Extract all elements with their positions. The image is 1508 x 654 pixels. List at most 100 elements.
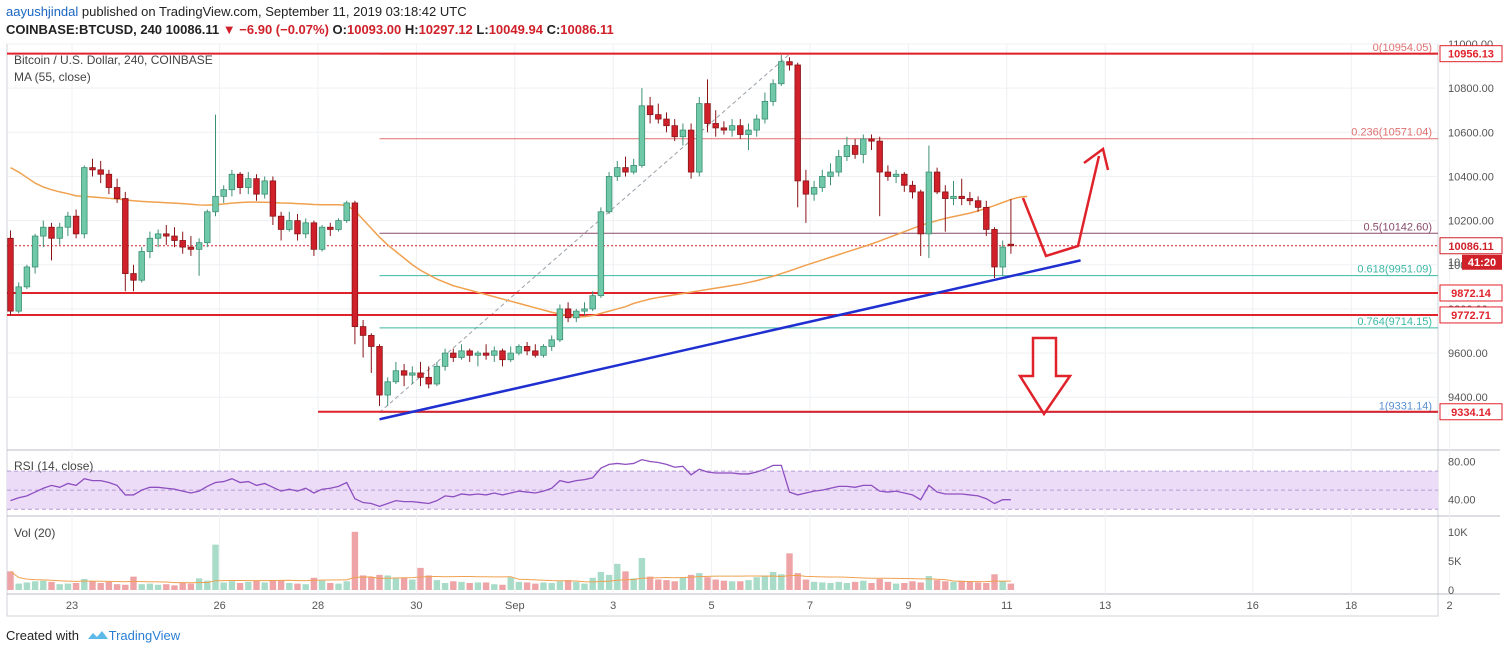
candle-body [376,346,383,396]
high-value: 10297.12 [418,22,473,37]
volume-bar [507,577,514,590]
candle-body [491,350,498,356]
down-arrow-icon [1017,336,1073,417]
level-price-tag: 9872.14 [1451,288,1492,300]
created-with-text: Created with [6,628,79,643]
volume-bar [966,581,974,590]
time-tick-label: 11 [1001,600,1012,612]
candle-body [671,125,678,138]
candle-body [48,226,55,239]
candle-body [851,145,859,155]
level-price-tag: 9772.71 [1451,310,1491,322]
candle-body [942,191,949,199]
volume-bar [23,582,31,590]
candle-body [819,176,826,188]
level-tag-border [1439,403,1503,421]
close-label: C: [546,22,561,37]
candle-body [605,176,613,213]
volume-bar [802,579,810,590]
last-price-tag: 10086.11 [1448,241,1493,253]
symbol-name: COINBASE:BTCUSD, 240 [6,22,163,37]
volume-bar [97,583,104,590]
support-trendline [379,259,1081,421]
candle-body [441,352,449,367]
countdown-box [1462,254,1502,270]
volume-tick-label: 10K [1448,527,1468,539]
candle-body [179,240,186,248]
volume-bar [351,531,359,590]
time-tick-label: 5 [709,600,715,612]
candle-body [400,370,408,376]
tradingview-link[interactable]: TradingView [108,628,181,643]
volume-bar [794,573,801,590]
volume-bar [614,563,621,590]
price-tick-label: 9400.00 [1448,392,1488,404]
volume-bar [532,583,539,590]
forecast-arrow-head-icon [1083,146,1110,171]
time-tick-label: 3 [610,600,616,612]
volume-bar [925,576,933,590]
fib-level-label: 1(9331.14) [1379,400,1432,412]
time-tick-label: 18 [1345,600,1357,612]
candle-body [950,195,957,199]
candle-body [548,339,555,347]
candle-body [991,229,998,268]
volume-bar [942,581,949,590]
volume-bar [441,583,449,590]
candle-body [81,167,88,235]
candle-body [884,171,892,177]
volume-bar [769,571,777,590]
volume-bar [835,581,842,590]
candle-body [540,346,547,356]
candle-body [97,169,104,175]
volume-bar [286,583,293,590]
candle-body [269,180,277,217]
candle-body [507,352,514,361]
candle-body [909,184,916,193]
volume-bar [786,553,793,590]
volume-bar [605,574,613,590]
candle-body [925,171,933,235]
candle-body [450,352,457,358]
volume-bar [187,583,195,590]
volume-title: Vol (20) [14,526,55,540]
level-price-tag-box [1440,284,1502,301]
candle-body [737,125,744,135]
volume-bar [376,574,383,590]
price-tick-label: 10600.00 [1448,127,1494,139]
volume-bar [515,581,523,590]
author-link[interactable]: aayushjindal [6,4,79,19]
volume-bar [400,577,408,590]
candle-body [638,105,646,166]
time-tick-label: 13 [1099,600,1111,612]
volume-bar [31,581,39,590]
volume-bar [630,578,637,590]
candle-body [392,370,400,383]
time-tick-label: 23 [66,600,78,612]
volume-bar [236,583,244,590]
candle-body [933,171,941,193]
candle-body [892,173,900,177]
volume-bar [89,581,96,590]
ma-indicator-label: MA (55, close) [14,70,91,84]
candle-body [999,246,1006,268]
volume-bar [712,579,719,590]
candle-body [515,346,523,354]
ma55-line [10,166,1028,318]
candle-body [917,191,924,235]
volume-bar [999,581,1006,590]
volume-bar [671,581,678,590]
candle-body [614,167,621,177]
volume-bar [72,583,80,590]
volume-bar [737,581,744,590]
volume-bar [860,580,867,590]
candle-body [335,220,342,230]
candle-body [499,350,506,361]
volume-bar [7,571,14,590]
candle-body [261,180,268,195]
volume-bar [64,583,72,590]
last-price: 10086.11 [165,22,220,37]
candle-body [425,376,432,385]
volume-bar [827,583,834,590]
low-label: L: [476,22,489,37]
